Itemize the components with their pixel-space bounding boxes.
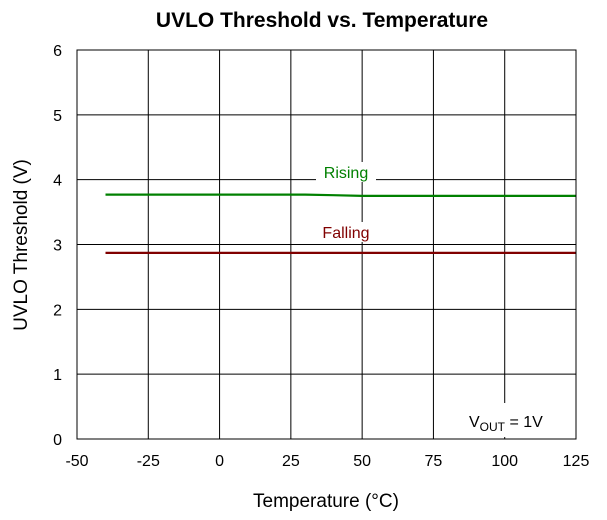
x-tick-label: 125 xyxy=(563,453,590,470)
x-tick-label: -25 xyxy=(137,453,160,470)
tick-labels: -50 -25 0 25 50 75 100 125 0 1 2 3 4 5 6 xyxy=(53,43,589,470)
svg-text:VOUT = 1V: VOUT = 1V xyxy=(469,414,543,434)
series-label-rising: Rising xyxy=(324,165,368,182)
y-tick-label: 1 xyxy=(53,367,62,384)
x-axis-label: Temperature (°C) xyxy=(253,491,399,512)
series-label-falling: Falling xyxy=(322,225,369,242)
vout-annotation-main: V xyxy=(469,414,480,431)
y-tick-label: 4 xyxy=(53,173,62,190)
series-label-bg xyxy=(316,162,376,182)
y-axis-label: UVLO Threshold (V) xyxy=(11,159,32,331)
vout-annotation-sub: OUT xyxy=(480,420,506,434)
y-tick-label: 0 xyxy=(53,432,62,449)
x-tick-label: -50 xyxy=(65,453,88,470)
series-labels: Rising Falling xyxy=(316,162,376,242)
plot-frame xyxy=(76,49,577,440)
x-tick-label: 100 xyxy=(491,453,518,470)
x-tick-label: 75 xyxy=(425,453,443,470)
series-line-rising xyxy=(105,193,576,197)
y-tick-label: 6 xyxy=(53,43,62,60)
x-tick-label: 50 xyxy=(353,453,371,470)
vout-annotation: VOUT = 1V xyxy=(461,403,575,437)
vout-annotation-rest: = 1V xyxy=(505,414,543,431)
chart-title: UVLO Threshold vs. Temperature xyxy=(156,9,488,32)
series-lines xyxy=(105,193,576,254)
x-tick-label: 25 xyxy=(282,453,300,470)
grid xyxy=(76,49,577,440)
y-tick-label: 3 xyxy=(53,238,62,255)
x-tick-label: 0 xyxy=(215,453,224,470)
y-tick-label: 2 xyxy=(53,302,62,319)
y-tick-label: 5 xyxy=(53,108,62,125)
series-label-bg xyxy=(316,222,376,242)
